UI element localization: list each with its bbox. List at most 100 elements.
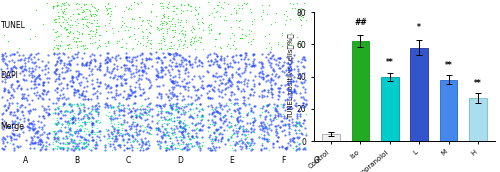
Point [206,97,214,99]
Point [264,52,272,55]
Point [182,66,190,69]
Point [84,106,92,109]
Point [295,73,303,76]
Point [128,134,136,137]
Point [86,61,94,63]
Point [229,129,237,132]
Point [0,141,8,144]
Point [114,42,122,45]
Point [180,65,188,67]
Point [264,79,272,81]
Point [174,83,182,86]
Point [208,12,216,14]
Point [264,134,272,136]
Point [227,135,235,138]
Point [110,123,118,126]
Point [103,8,111,11]
Point [103,104,111,106]
Point [138,124,146,127]
Point [230,92,238,95]
Point [152,51,160,54]
Point [127,114,135,117]
Point [102,59,110,62]
Point [211,149,219,151]
Point [59,103,67,105]
Point [86,60,94,63]
Point [76,111,84,114]
Point [186,95,194,98]
Point [60,131,68,134]
Point [208,107,216,110]
Point [244,129,252,132]
Point [154,113,162,115]
Point [70,35,78,38]
Point [190,136,198,139]
Point [298,95,306,98]
Point [260,76,268,78]
Point [229,58,237,61]
Point [68,142,76,144]
Point [265,149,273,151]
Point [245,141,253,144]
Point [2,109,10,112]
Point [262,80,270,83]
Point [32,64,40,67]
Point [57,58,65,61]
Point [92,109,100,112]
Point [34,119,42,122]
Point [74,148,82,151]
Point [154,56,162,59]
Point [17,67,25,70]
Point [255,75,263,77]
Point [220,62,228,64]
Point [124,95,132,97]
Point [294,145,302,148]
Point [121,28,129,31]
Point [115,103,123,105]
Point [75,124,83,127]
Point [8,53,16,56]
Point [240,99,248,101]
Point [281,108,289,111]
Point [72,146,80,149]
Point [116,57,124,59]
Point [94,119,102,122]
Point [267,76,275,79]
Point [1,145,9,148]
Point [156,145,164,148]
Point [82,24,90,26]
Point [251,75,259,78]
Point [112,93,120,96]
Point [196,128,203,131]
Point [9,114,17,116]
Point [257,66,265,69]
Point [204,113,212,115]
Point [94,114,102,117]
Point [52,79,60,82]
Point [196,77,204,79]
Point [10,90,18,93]
Point [79,23,87,25]
Point [62,109,70,112]
Point [158,47,166,50]
Point [224,123,232,126]
Point [6,67,14,69]
Point [70,149,78,151]
Point [58,146,66,148]
Point [192,14,200,17]
Point [78,64,86,67]
Point [34,52,42,54]
Point [10,52,18,55]
Point [182,62,190,65]
Point [301,105,309,107]
Point [282,9,290,12]
Point [208,105,216,108]
Point [284,89,292,92]
Point [50,46,58,48]
Point [115,40,123,42]
Point [190,7,198,10]
Point [174,106,182,108]
Point [56,44,64,47]
Point [162,149,170,152]
Point [206,64,214,67]
